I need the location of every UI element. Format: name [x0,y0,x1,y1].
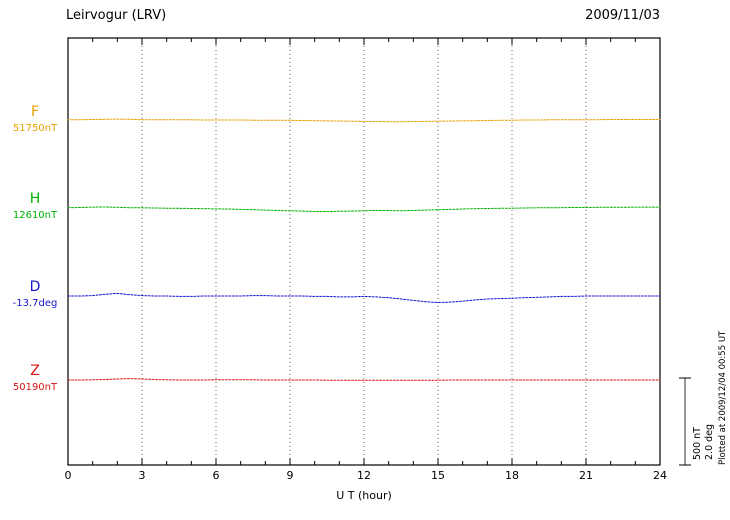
x-tick-label: 24 [653,469,667,482]
x-tick-label: 21 [579,469,593,482]
x-tick-label: 12 [357,469,371,482]
plotted-at-note: Plotted at 2009/12/04 00:55 UT [718,330,728,465]
trace-Z [67,378,661,381]
trace-H [67,206,661,212]
x-tick-label: 0 [64,469,72,482]
x-tick-label: 18 [505,469,519,482]
x-axis-label: U T (hour) [336,489,392,502]
series-baseline-H: 12610nT [12,209,58,221]
scale-bar-deg-label: 2.0 deg [704,423,715,460]
trace-D [67,292,661,304]
series-baseline-D: -13.7deg [12,297,58,309]
series-name-Z: Z [30,363,40,379]
series-label-D: D -13.7deg [6,279,64,310]
x-tick-label: 15 [431,469,445,482]
series-baseline-F: 51750nT [12,122,58,134]
series-baseline-Z: 50190nT [12,381,58,393]
page-title: Leirvogur (LRV) [66,8,167,23]
series-name-D: D [29,279,41,295]
series-label-F: F 51750nT [6,104,64,135]
series-label-Z: Z 50190nT [6,363,64,394]
trace-F [67,118,661,123]
x-tick-label: 3 [138,469,146,482]
series-name-H: H [29,191,41,207]
x-tick-label: 6 [212,469,220,482]
series-label-H: H 12610nT [6,191,64,222]
scale-bar-nt-label: 500 nT [692,427,703,460]
plot-date: 2009/11/03 [585,8,660,23]
series-name-F: F [30,104,40,120]
x-tick-label: 9 [286,469,294,482]
